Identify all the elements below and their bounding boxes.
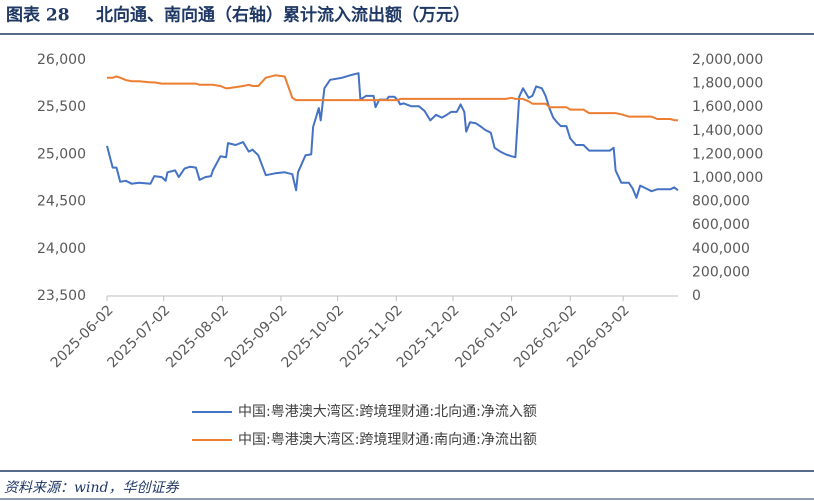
y-tick-label: 26,000 [37,52,86,68]
y2-tick-label: 200,000 [692,264,750,280]
source: 资料来源：wind，华创证券 [4,480,179,496]
y2-tick-label: 800,000 [692,194,750,210]
chart-label: 图表 28 [6,5,70,26]
y2-tick-label: 1,400,000 [692,123,763,139]
y-tick-label: 25,500 [37,99,86,115]
y2-tick-label: 600,000 [692,217,750,233]
y2-tick-label: 1,600,000 [692,99,763,115]
chart-title: 北向通、南向通（右轴）累计流入流出额（万元） [96,5,470,26]
y2-tick-label: 1,000,000 [692,170,763,186]
y2-tick-label: 1,200,000 [692,146,763,162]
y2-tick-label: 1,800,000 [692,76,763,92]
series-line [106,72,679,199]
y2-tick-label: 0 [692,288,701,304]
y2-tick-label: 2,000,000 [692,52,763,68]
legend-label: 中国:粤港澳大湾区:跨境理财通:南向通:净流出额 [238,431,537,448]
y-tick-label: 24,500 [37,194,86,210]
y2-tick-label: 400,000 [692,241,750,257]
series-line [107,74,678,122]
legend-label: 中国:粤港澳大湾区:跨境理财通:北向通:净流入额 [238,403,537,420]
y-tick-label: 25,000 [37,146,86,162]
y-tick-label: 23,500 [37,288,86,304]
y-tick-label: 24,000 [37,241,86,257]
